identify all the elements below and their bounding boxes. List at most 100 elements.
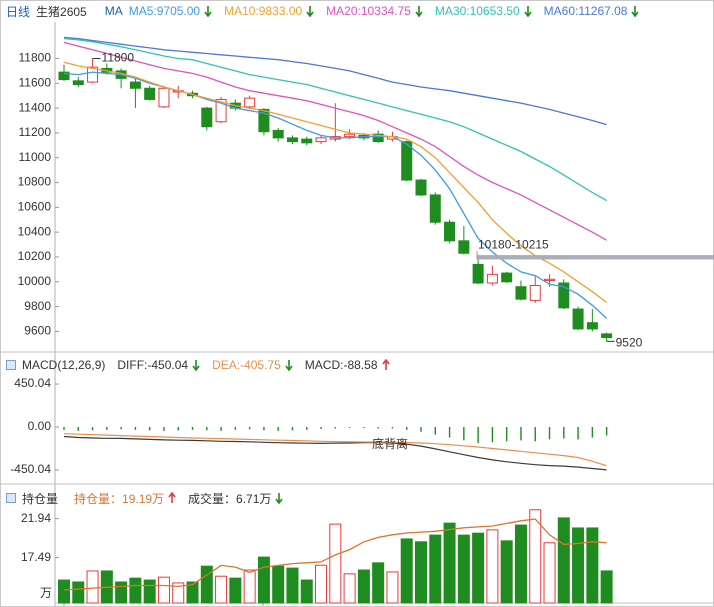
symbol: 生猪2605 — [36, 4, 87, 19]
legend-entry: MA60:11267.08 — [544, 4, 646, 18]
band-label: 10180-10215 — [478, 237, 549, 251]
volume-bar — [429, 534, 442, 604]
y-tick-label: 9800 — [24, 299, 51, 313]
candle-body — [586, 322, 598, 330]
volume-header: 持仓量 持仓量：19.19万 成交量：6.71万 — [6, 489, 289, 507]
volume-bar — [472, 532, 485, 604]
series-line — [63, 61, 607, 304]
candle-body — [87, 66, 99, 83]
legend-entry: DIFF:-450.04 — [117, 358, 206, 372]
y-tick-label: 10000 — [18, 274, 52, 288]
legend-label: MACD:-88.58 — [304, 358, 378, 372]
series-line — [63, 37, 607, 202]
legend-label: DEA:-405.75 — [212, 358, 281, 372]
panel-icon — [6, 360, 16, 370]
legend-entry: MA30:10653.50 — [435, 4, 538, 18]
volume-bar — [600, 570, 613, 604]
candle-body — [144, 87, 156, 100]
y-tick-label: 450.04 — [14, 376, 51, 390]
volume-bar — [343, 573, 356, 604]
candle-body — [472, 263, 484, 284]
legend-label: 成交量：6.71万 — [188, 491, 272, 506]
volume-bar — [572, 527, 585, 604]
candle-body — [515, 286, 527, 300]
series-line — [63, 71, 608, 319]
candle-body — [372, 133, 384, 143]
legend-label: DIFF:-450.04 — [117, 358, 189, 372]
volume-bar — [257, 556, 270, 604]
y-tick-label: 11000 — [19, 150, 52, 164]
volume-bar — [315, 564, 328, 604]
down-arrow — [306, 6, 314, 17]
volume-bar — [172, 582, 185, 604]
candle-body — [401, 141, 413, 181]
series-line — [63, 41, 607, 241]
y-tick-label: -450.04 — [10, 462, 51, 476]
volume-bar — [357, 569, 370, 604]
candle-body — [601, 333, 613, 339]
volume-bar — [115, 581, 128, 604]
y-tick-label: 10600 — [18, 200, 52, 214]
volume-bar — [586, 527, 599, 604]
volume-bar — [400, 538, 413, 604]
volume-bar — [329, 523, 342, 604]
legend-label: MA5:9705.00 — [128, 4, 201, 18]
up-arrow — [168, 492, 176, 503]
candle-body — [315, 137, 327, 143]
candle-body — [415, 179, 427, 196]
y-tick-label: 10800 — [18, 175, 52, 189]
down-arrow — [631, 6, 640, 17]
volume-bar — [486, 529, 499, 604]
y-tick-label: 10400 — [18, 224, 52, 238]
divergence-label: 底背离 — [372, 436, 408, 451]
legend-entry: DEA:-405.75 — [212, 358, 299, 372]
panel-icon — [6, 493, 16, 503]
volume-bar — [143, 579, 156, 604]
y-tick-label: 10200 — [18, 249, 52, 263]
legend-label: MA20:10334.75 — [326, 4, 411, 18]
volume-bar — [157, 576, 170, 604]
y-tick-label: 11800 — [19, 51, 52, 65]
volume-bar — [386, 571, 399, 604]
legend-entry: MACD:-88.58 — [305, 358, 396, 372]
price-band — [477, 255, 714, 260]
series-line — [63, 433, 607, 467]
max-label: 11800 — [102, 51, 135, 65]
candle-body — [558, 282, 570, 309]
legend-entry: 成交量：6.71万 — [188, 490, 289, 507]
candle-body — [501, 272, 513, 283]
series-line — [63, 518, 607, 591]
y-tick-label: 17.49 — [21, 550, 51, 564]
volume-bar — [529, 509, 542, 604]
panel-title: MACD(12,26,9) — [22, 358, 106, 372]
candle-body — [129, 81, 141, 89]
candle-body — [444, 221, 456, 242]
candle-body — [58, 71, 70, 81]
down-arrow — [192, 360, 200, 371]
y-tick-label: 0.00 — [28, 419, 52, 433]
candle-body — [201, 107, 213, 128]
volume-bar — [286, 567, 299, 604]
legend-label: 持仓量：19.19万 — [74, 491, 165, 506]
candle-body — [486, 273, 498, 284]
candle-body — [344, 133, 356, 138]
down-arrow — [285, 360, 293, 371]
min-label: 9520 — [616, 335, 643, 349]
candle-body — [158, 87, 170, 108]
volume-bar — [500, 540, 513, 604]
y-tick-label: 9600 — [24, 324, 51, 338]
macd-header: MACD(12,26,9) DIFF:-450.04 DEA:-405.75 M… — [6, 356, 396, 374]
y-tick-label: 11200 — [19, 125, 52, 139]
legend-label: MA60:11267.08 — [543, 4, 628, 18]
legend-entry: MA5:9705.00 — [129, 4, 218, 18]
candle-body — [429, 194, 441, 223]
volume-bar — [300, 579, 313, 604]
panel-title: 日线 — [6, 4, 31, 19]
unit-label: 万 — [40, 586, 52, 600]
volume-bar — [372, 562, 385, 604]
candle-body — [301, 138, 313, 144]
volume-bar — [72, 581, 85, 604]
candle-body — [458, 240, 470, 254]
candle-body — [215, 98, 227, 123]
